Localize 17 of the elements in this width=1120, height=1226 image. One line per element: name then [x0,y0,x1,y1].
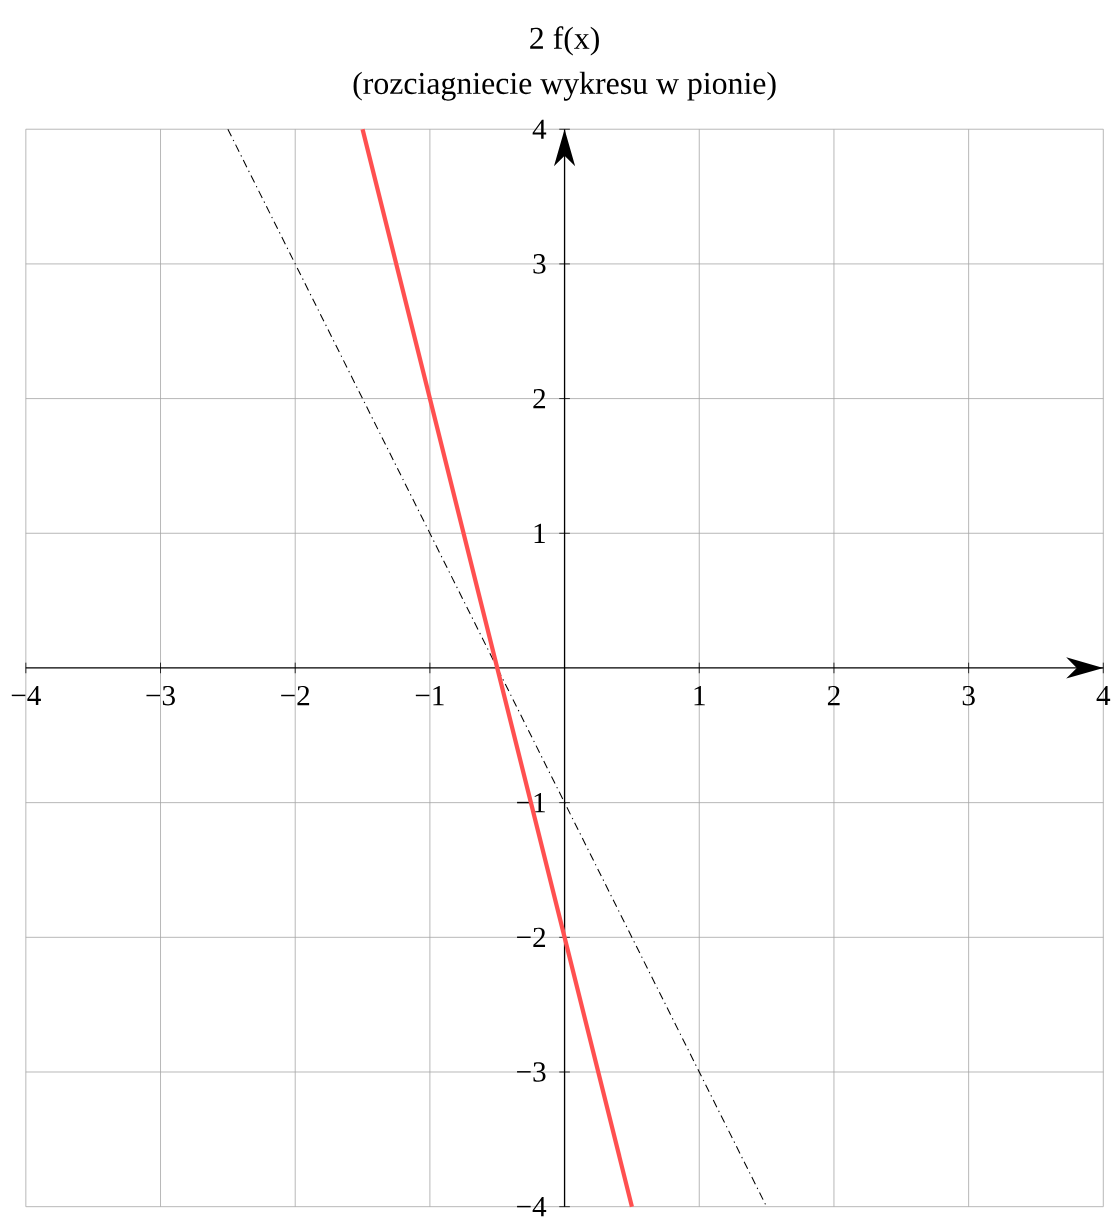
y-tick-label: −3 [516,1062,546,1082]
y-tick-label: 2 [533,388,545,409]
x-tick-label: −1 [415,685,444,706]
x-tick-label: −3 [146,685,175,706]
x-tick-label: −4 [11,685,41,706]
y-tick-label: 3 [533,254,546,274]
chart-subtitle: (rozciagniecie wykresu w pionie) [353,71,776,101]
y-tick-label: −4 [516,1197,547,1217]
y-tick-label: 1 [534,523,545,543]
x-tick-label: 4 [1096,685,1111,706]
x-tick-label: 2 [827,685,840,706]
x-tick-label: 1 [694,685,705,706]
x-tick-label: 3 [962,685,975,706]
y-tick-label: −2 [516,927,545,947]
y-tick-label: 4 [532,119,547,139]
chart-title: 2 f(x) [530,26,599,56]
x-tick-label: −2 [281,685,309,706]
